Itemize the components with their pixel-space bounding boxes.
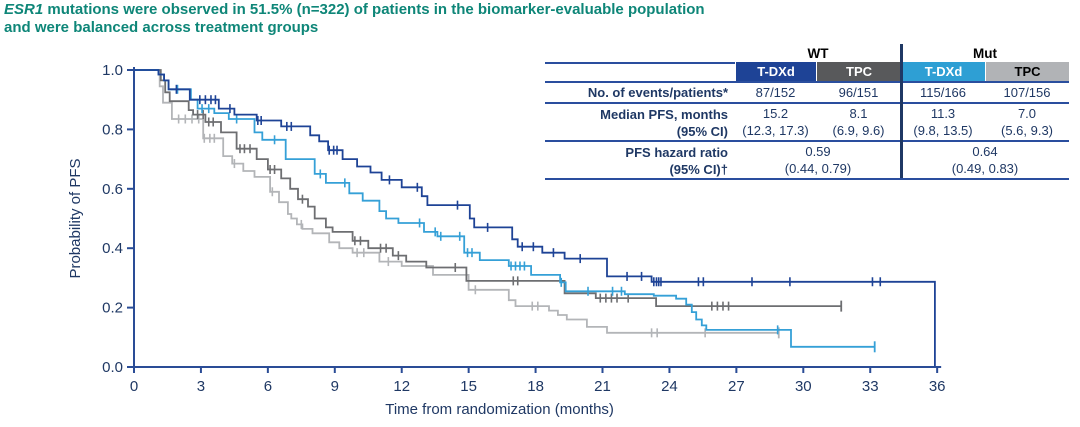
x-tick-label: 33 [862,378,879,395]
x-tick-label: 12 [393,378,410,395]
x-tick-label: 30 [795,378,812,395]
x-tick-label: 24 [661,378,678,395]
events-tpc-wt: 96/151 [816,81,901,102]
y-tick-label: 0.6 [102,181,123,198]
label-col-top-rule [545,62,735,81]
x-axis-title: Time from randomization (months) [385,401,614,418]
median-tdxd-wt: 15.2 (12.3, 17.3) [735,102,816,140]
title-line1: ESR1 mutations were observed in 51.5% (n… [4,1,705,18]
hr-mut: 0.64 (0.49, 0.83) [901,140,1069,178]
hr-wt: 0.59 (0.44, 0.79) [735,140,901,178]
events-tpc-mut: 107/156 [985,81,1069,102]
x-tick-label: 6 [264,378,272,395]
km-curve-tdxd-mut [134,69,875,348]
x-tick-label: 21 [594,378,611,395]
x-tick-label: 18 [527,378,544,395]
row-label-median: Median PFS, months (95% CI) [545,102,735,140]
arm-header-tpc-mut: TPC [985,62,1069,81]
arm-header-tdxd-mut: T-DXd [901,62,985,81]
x-tick-label: 36 [929,378,946,395]
slide-title: ESR1 mutations were observed in 51.5% (n… [4,1,784,37]
x-tick-label: 27 [728,378,745,395]
events-tdxd-mut: 115/166 [901,81,985,102]
km-curve-tpc-mut [134,69,779,334]
y-axis-title: Probability of PFS [67,158,84,278]
pfs-summary-table: WT Mut T-DXd TPC T-DXd TPC No. of events… [545,44,1069,180]
title-line1-rest: mutations were observed in 51.5% (n=322)… [43,1,705,18]
y-tick-label: 1.0 [102,62,123,79]
row-label-events: No. of events/patients* [545,81,735,102]
gene-name: ESR1 [4,1,44,18]
x-tick-label: 3 [197,378,205,395]
x-tick-label: 0 [130,378,138,395]
group-header-mut: Mut [973,45,997,61]
arm-header-tpc-wt: TPC [816,62,901,81]
median-tdxd-mut: 11.3 (9.8, 13.5) [901,102,985,140]
group-header-wt: WT [807,45,829,61]
events-tdxd-wt: 87/152 [735,81,816,102]
median-tpc-mut: 7.0 (5.6, 9.3) [985,102,1069,140]
y-tick-label: 0.8 [102,121,123,138]
row-label-hr: PFS hazard ratio (95% CI)† [545,140,735,178]
arm-header-tdxd-wt: T-DXd [735,62,816,81]
x-tick-label: 9 [331,378,339,395]
title-line2: and were balanced across treatment group… [4,19,319,36]
y-tick-label: 0.4 [102,240,123,257]
median-tpc-wt: 8.1 (6.9, 9.6) [816,102,901,140]
y-tick-label: 0.0 [102,359,123,376]
km-curve-tdxd-wt [134,69,936,367]
y-tick-label: 0.2 [102,300,123,317]
x-tick-label: 15 [460,378,477,395]
wt-mut-divider-line [900,44,903,178]
